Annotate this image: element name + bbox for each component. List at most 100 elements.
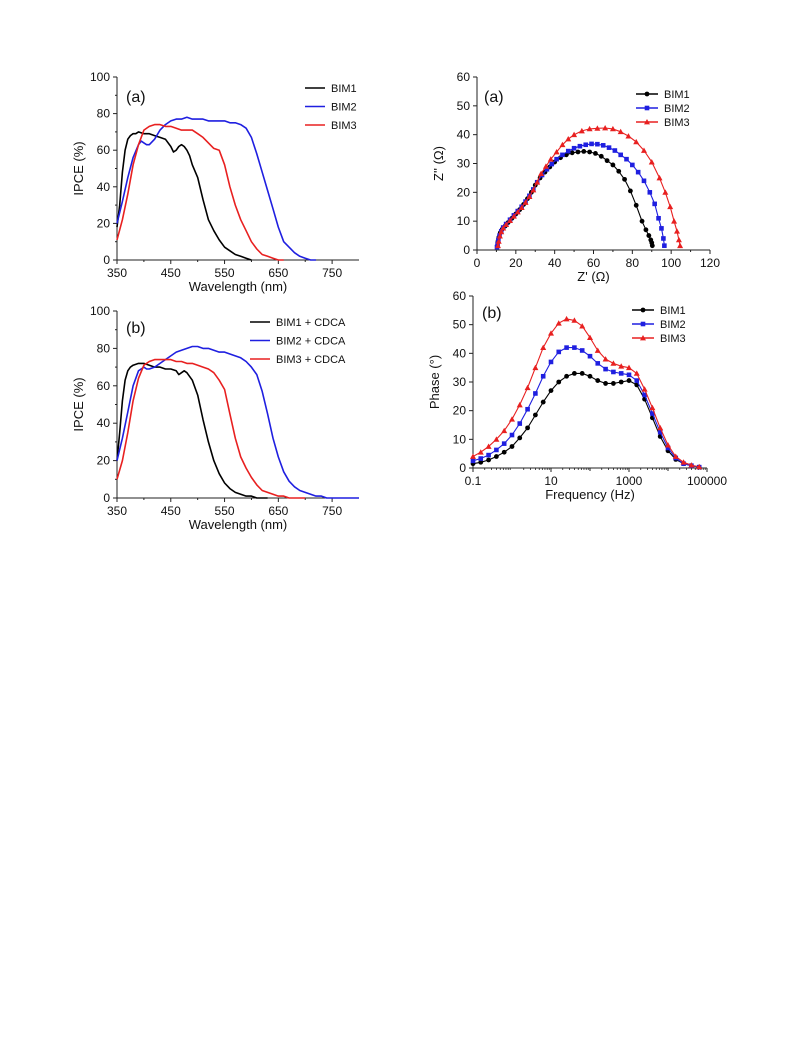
data-point <box>579 348 585 353</box>
data-point <box>542 163 549 169</box>
legend-label: BIM3 <box>331 120 357 132</box>
chart-ipce_b: 0 20 40 60 80 100 350 450 550 650 750 Wavelength (n… <box>71 304 359 532</box>
data-point <box>627 188 633 194</box>
series-bim3 <box>470 315 703 470</box>
data-point <box>589 141 594 147</box>
legend-marker <box>640 335 646 341</box>
data-point <box>650 411 655 416</box>
legend-label: BIM2 <box>664 103 690 115</box>
x-tick-label: 60 <box>587 256 601 270</box>
data-point <box>641 386 648 392</box>
y-tick-label: 20 <box>457 185 471 199</box>
data-point <box>581 148 587 154</box>
data-point <box>595 141 600 147</box>
data-point <box>572 345 577 350</box>
data-point <box>618 363 625 369</box>
data-point <box>646 233 652 238</box>
x-tick-label: 120 <box>700 256 720 270</box>
data-point <box>540 344 547 350</box>
series-bim1 <box>116 131 252 261</box>
y-tick-label: 10 <box>457 214 471 228</box>
data-point <box>547 156 554 162</box>
data-point <box>548 359 554 365</box>
data-point <box>626 364 632 371</box>
series-bim1 <box>470 371 702 470</box>
y-tick-label: 40 <box>97 180 111 194</box>
data-point <box>617 128 624 135</box>
x-tick-label: 450 <box>161 504 181 518</box>
data-point <box>571 131 578 138</box>
y-tick-label: 0 <box>463 243 470 257</box>
series-line <box>497 127 681 246</box>
legend-entry: BIM1 + CDCA <box>250 317 346 329</box>
data-point <box>583 142 589 148</box>
data-point <box>534 179 541 185</box>
y-tick-label: 50 <box>453 318 467 332</box>
axes-ipce_a <box>116 77 359 261</box>
y-tick-label: 60 <box>97 379 111 393</box>
series-bim3-cdca <box>116 358 306 499</box>
y-tick-label: 40 <box>457 128 471 142</box>
data-point <box>494 447 499 453</box>
x-tick-label: 80 <box>626 256 640 270</box>
data-point <box>500 225 507 231</box>
data-point <box>486 452 491 458</box>
data-point <box>493 454 499 459</box>
data-point <box>659 226 664 231</box>
data-point <box>633 202 639 208</box>
data-point <box>635 169 641 175</box>
legend-marker <box>640 321 646 327</box>
data-point <box>656 215 661 221</box>
data-point <box>540 399 546 405</box>
data-point <box>587 334 593 340</box>
data-point <box>559 141 566 148</box>
data-point <box>510 213 517 219</box>
data-point <box>649 243 655 249</box>
data-point <box>618 152 623 158</box>
data-point <box>526 193 533 200</box>
data-point <box>516 401 523 408</box>
y-tick-label: 20 <box>97 454 111 468</box>
data-point <box>634 378 640 383</box>
data-point <box>626 378 632 383</box>
series-bim2 <box>116 116 316 261</box>
series-line <box>116 358 306 499</box>
chart-nyquist_a: 0 10 20 30 40 50 60 0 20 40 60 80 100 120 Z' (Ω) Z'' (Ω… <box>431 70 720 284</box>
data-point <box>667 203 674 210</box>
x-tick-label: 550 <box>215 504 235 518</box>
data-point <box>594 347 601 353</box>
data-point <box>571 371 577 376</box>
x-tick-label: 0 <box>474 256 481 270</box>
data-point <box>553 148 560 155</box>
series-bim2-cdca <box>116 345 359 499</box>
data-point <box>495 238 502 244</box>
data-point <box>509 432 515 438</box>
legend-entry: BIM1 <box>636 89 690 101</box>
data-point <box>657 424 664 431</box>
data-point <box>571 317 578 323</box>
data-point <box>671 218 678 224</box>
data-point <box>470 458 476 464</box>
data-point <box>598 153 604 159</box>
legend-entry: BIM2 + CDCA <box>250 336 346 348</box>
data-point <box>478 459 484 465</box>
panel-label: (a) <box>126 89 146 106</box>
data-point <box>544 166 550 172</box>
data-point <box>633 370 640 376</box>
data-point <box>610 360 617 366</box>
chart-ipce_a: 0 20 40 60 80 100 350 450 550 650 750 Wavelength (n… <box>71 70 359 294</box>
x-tick-label: 20 <box>509 256 523 270</box>
series-bim1-cdca <box>116 362 268 499</box>
legend-entry: BIM2 <box>305 102 357 114</box>
data-point <box>649 404 656 411</box>
x-tick-label: 40 <box>548 256 562 270</box>
data-point <box>630 162 635 168</box>
data-point <box>657 429 663 435</box>
data-point <box>569 150 575 156</box>
data-point <box>594 125 601 131</box>
y-tick-label: 80 <box>97 107 111 121</box>
data-point <box>604 158 610 164</box>
data-point <box>548 388 554 393</box>
legend-entry: BIM3 <box>305 120 357 132</box>
legend-label: BIM1 <box>664 89 690 101</box>
